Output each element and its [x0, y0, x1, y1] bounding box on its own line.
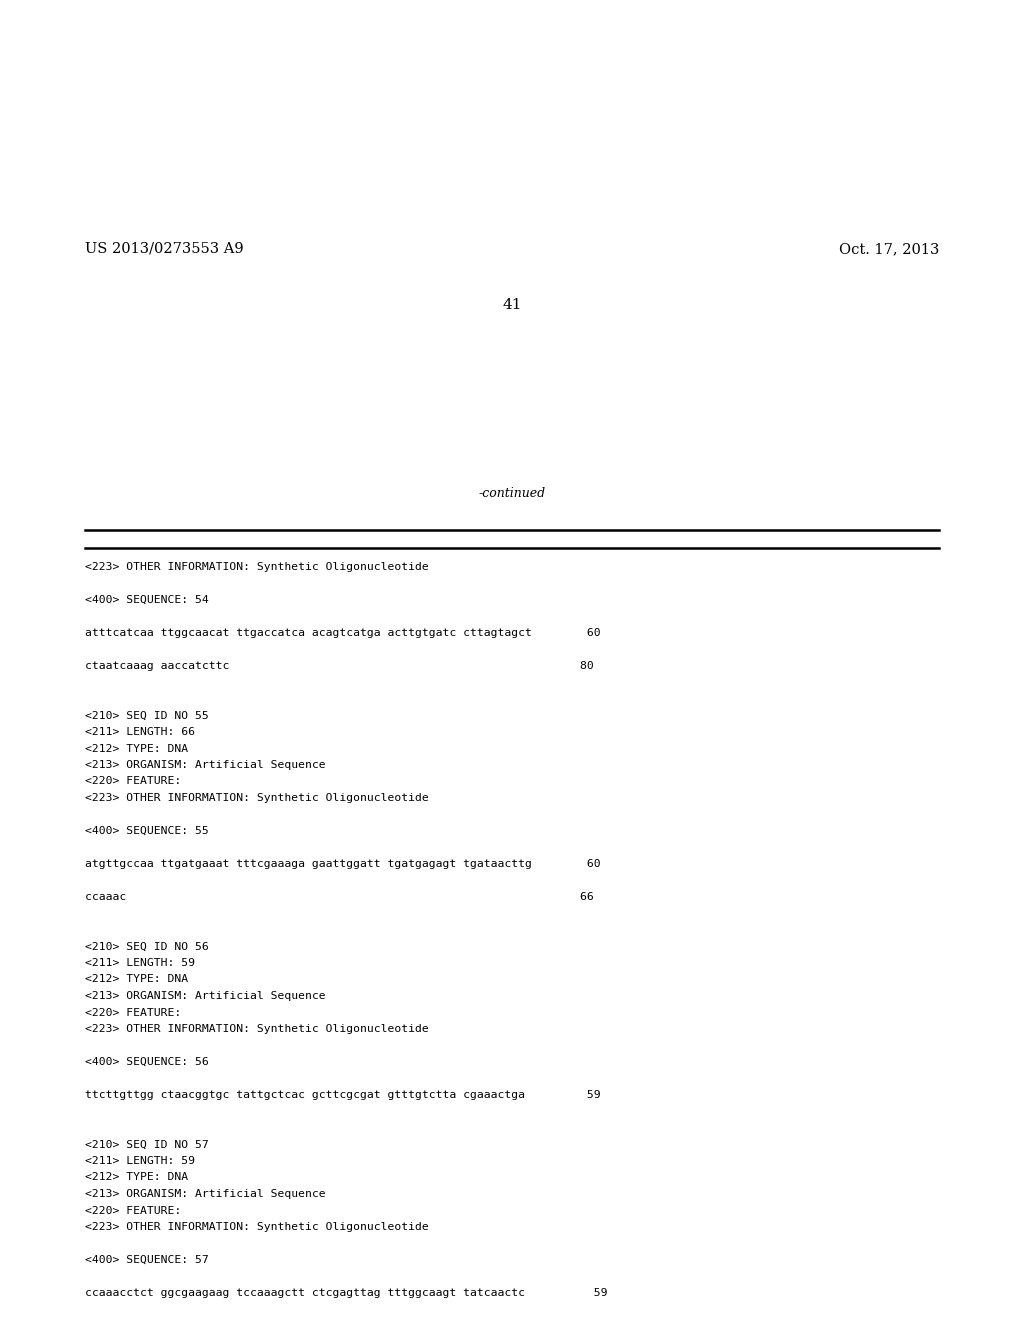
Text: <210> SEQ ID NO 55: <210> SEQ ID NO 55 [85, 710, 209, 721]
Text: <223> OTHER INFORMATION: Synthetic Oligonucleotide: <223> OTHER INFORMATION: Synthetic Oligo… [85, 1024, 429, 1034]
Text: <211> LENGTH: 59: <211> LENGTH: 59 [85, 1156, 195, 1166]
Text: ttcttgttgg ctaacggtgc tattgctcac gcttcgcgat gtttgtctta cgaaactga         59: ttcttgttgg ctaacggtgc tattgctcac gcttcgc… [85, 1090, 601, 1100]
Text: 41: 41 [502, 298, 522, 312]
Text: <223> OTHER INFORMATION: Synthetic Oligonucleotide: <223> OTHER INFORMATION: Synthetic Oligo… [85, 562, 429, 572]
Text: ccaaacctct ggcgaagaag tccaaagctt ctcgagttag tttggcaagt tatcaactc          59: ccaaacctct ggcgaagaag tccaaagctt ctcgagt… [85, 1288, 607, 1298]
Text: <212> TYPE: DNA: <212> TYPE: DNA [85, 1172, 188, 1183]
Text: US 2013/0273553 A9: US 2013/0273553 A9 [85, 242, 244, 256]
Text: <400> SEQUENCE: 55: <400> SEQUENCE: 55 [85, 826, 209, 836]
Text: <213> ORGANISM: Artificial Sequence: <213> ORGANISM: Artificial Sequence [85, 1189, 326, 1199]
Text: <213> ORGANISM: Artificial Sequence: <213> ORGANISM: Artificial Sequence [85, 760, 326, 770]
Text: <220> FEATURE:: <220> FEATURE: [85, 776, 181, 787]
Text: <210> SEQ ID NO 56: <210> SEQ ID NO 56 [85, 941, 209, 952]
Text: <400> SEQUENCE: 54: <400> SEQUENCE: 54 [85, 595, 209, 605]
Text: <211> LENGTH: 59: <211> LENGTH: 59 [85, 958, 195, 968]
Text: ccaaac                                                                  66: ccaaac 66 [85, 892, 594, 902]
Text: <400> SEQUENCE: 56: <400> SEQUENCE: 56 [85, 1057, 209, 1067]
Text: <220> FEATURE:: <220> FEATURE: [85, 1007, 181, 1018]
Text: <213> ORGANISM: Artificial Sequence: <213> ORGANISM: Artificial Sequence [85, 991, 326, 1001]
Text: Oct. 17, 2013: Oct. 17, 2013 [839, 242, 939, 256]
Text: <211> LENGTH: 66: <211> LENGTH: 66 [85, 727, 195, 737]
Text: -continued: -continued [478, 487, 546, 500]
Text: atgttgccaa ttgatgaaat tttcgaaaga gaattggatt tgatgagagt tgataacttg        60: atgttgccaa ttgatgaaat tttcgaaaga gaattgg… [85, 859, 601, 869]
Text: <223> OTHER INFORMATION: Synthetic Oligonucleotide: <223> OTHER INFORMATION: Synthetic Oligo… [85, 793, 429, 803]
Text: atttcatcaa ttggcaacat ttgaccatca acagtcatga acttgtgatc cttagtagct        60: atttcatcaa ttggcaacat ttgaccatca acagtca… [85, 628, 601, 638]
Text: <220> FEATURE:: <220> FEATURE: [85, 1205, 181, 1216]
Text: <223> OTHER INFORMATION: Synthetic Oligonucleotide: <223> OTHER INFORMATION: Synthetic Oligo… [85, 1222, 429, 1232]
Text: <212> TYPE: DNA: <212> TYPE: DNA [85, 743, 188, 754]
Text: <212> TYPE: DNA: <212> TYPE: DNA [85, 974, 188, 985]
Text: <210> SEQ ID NO 57: <210> SEQ ID NO 57 [85, 1139, 209, 1150]
Text: ctaatcaaag aaccatcttc                                                   80: ctaatcaaag aaccatcttc 80 [85, 661, 594, 671]
Text: <400> SEQUENCE: 57: <400> SEQUENCE: 57 [85, 1255, 209, 1265]
